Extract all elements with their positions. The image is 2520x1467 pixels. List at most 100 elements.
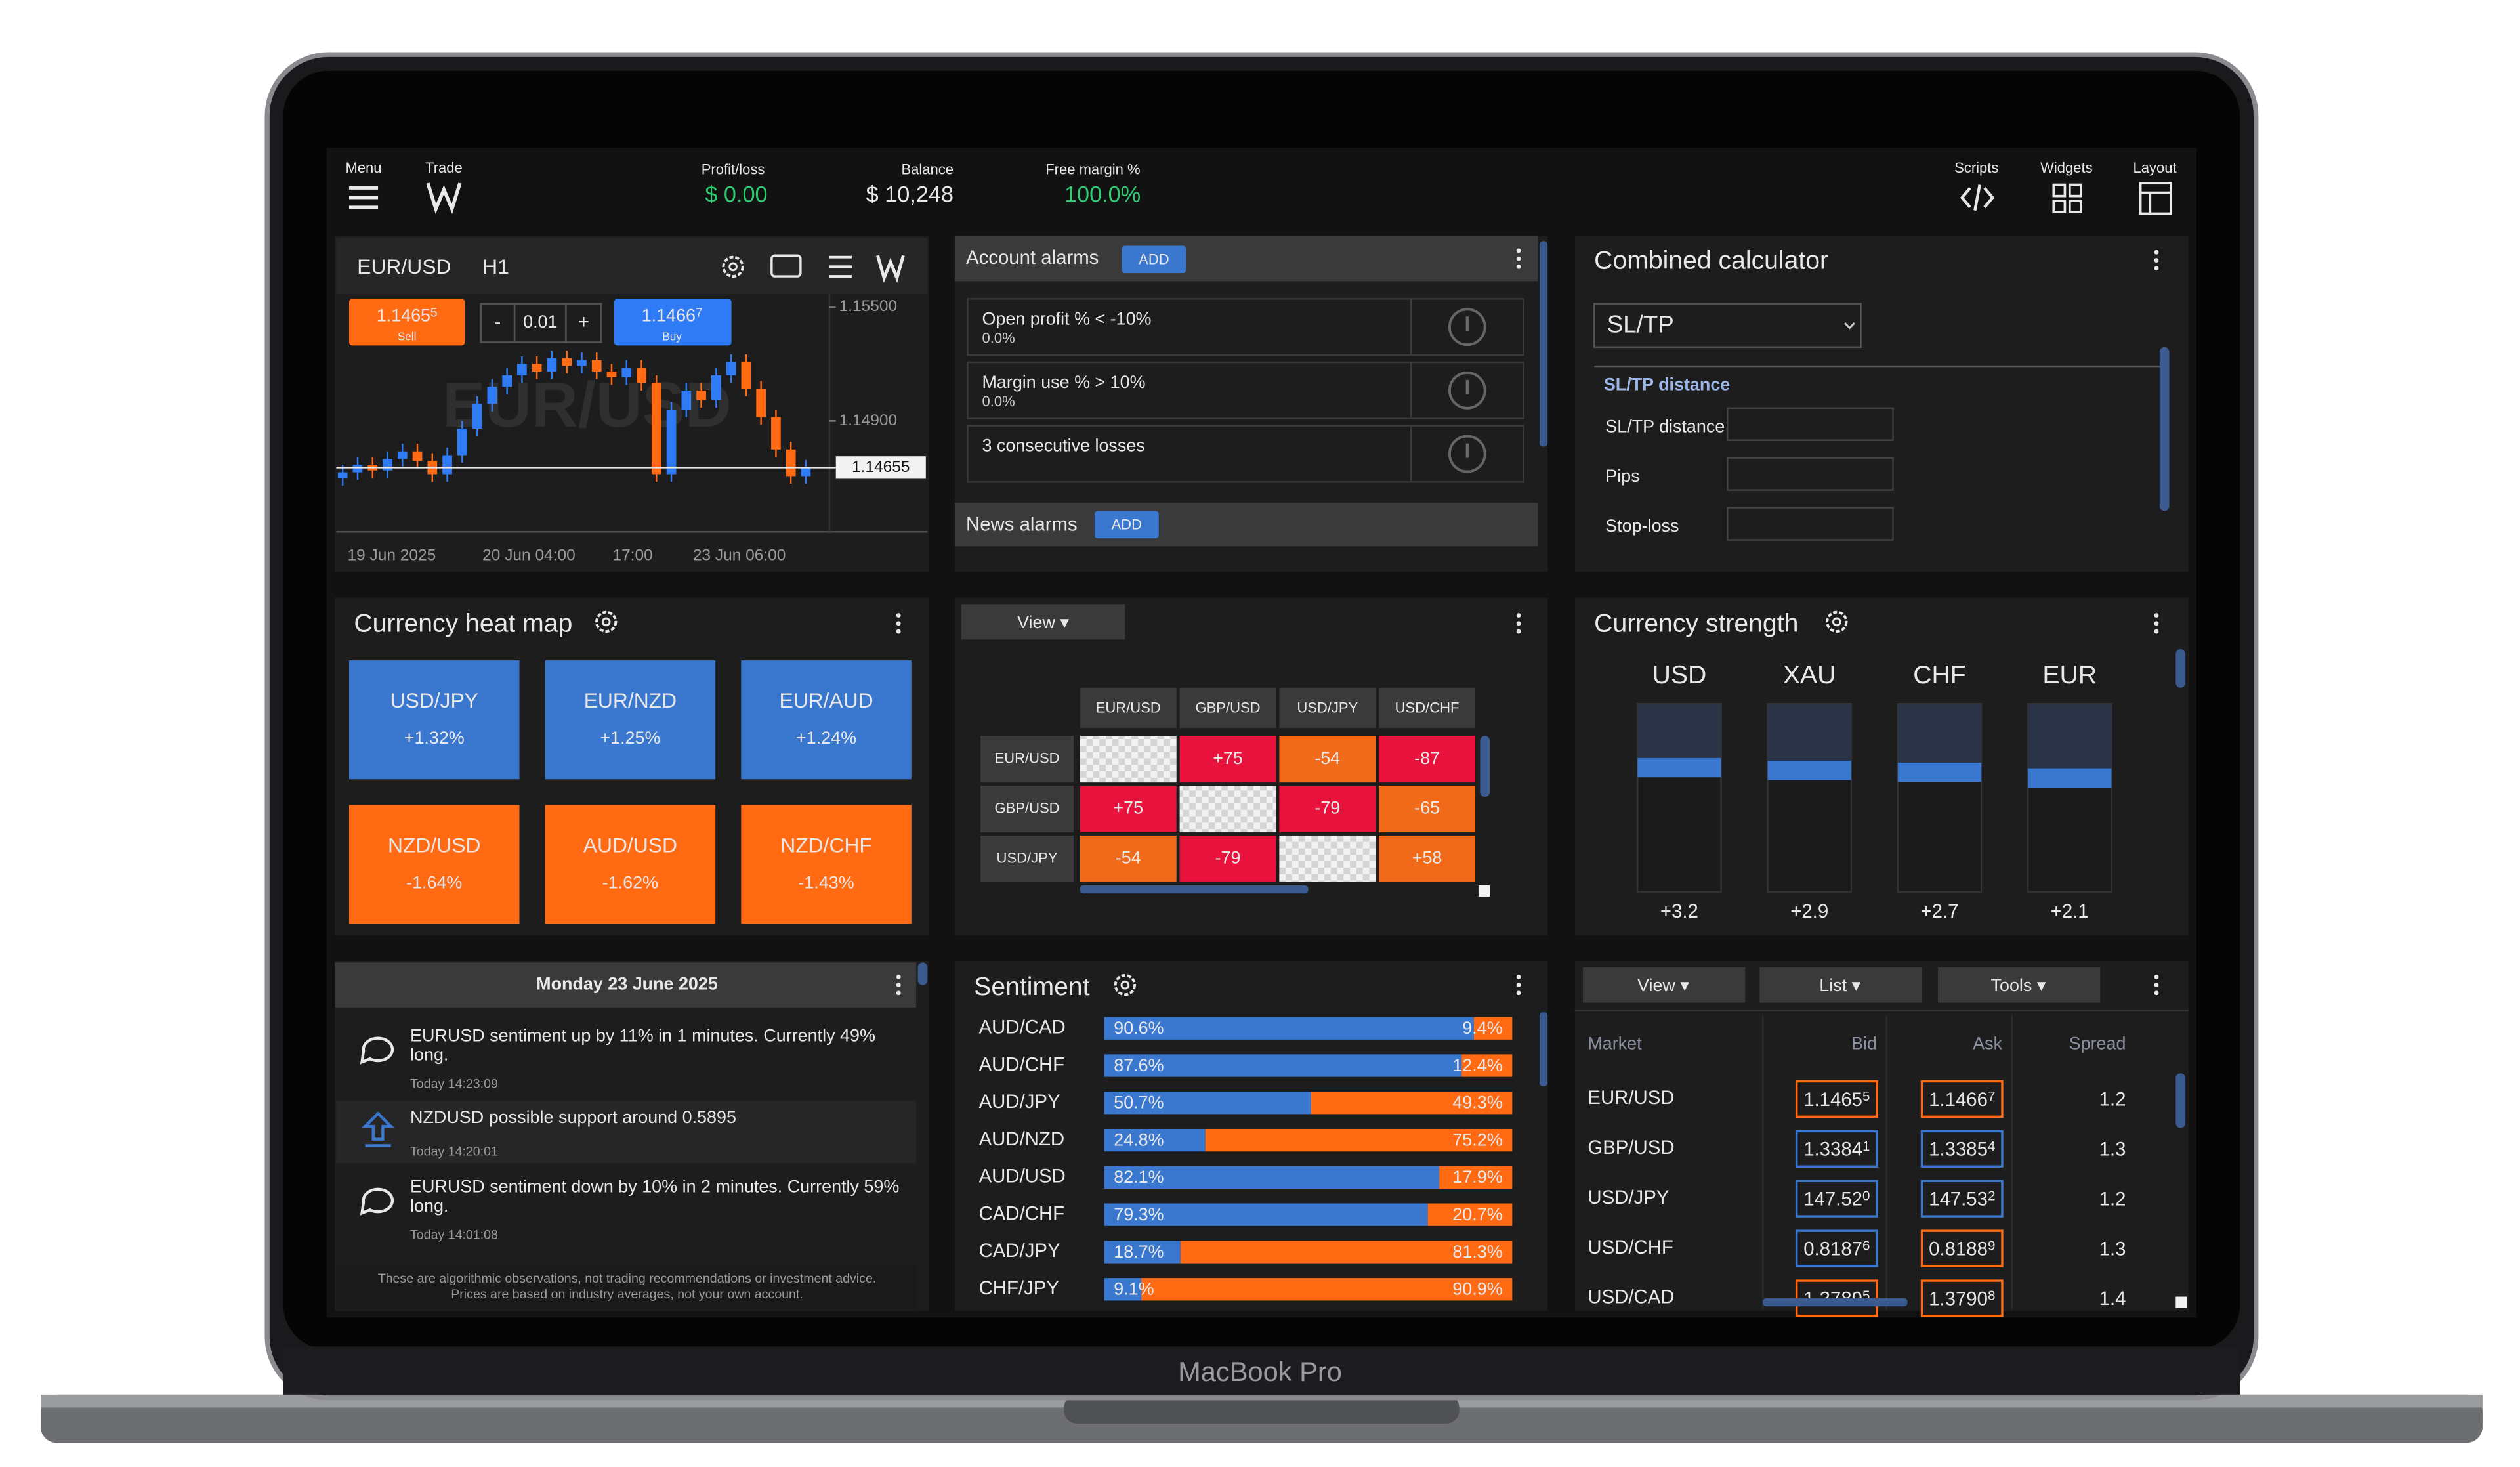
long-bar xyxy=(1104,1054,1462,1077)
column-header xyxy=(1179,687,1276,728)
heat-tile[interactable] xyxy=(348,660,520,780)
candle-body xyxy=(591,360,602,372)
view-button[interactable] xyxy=(1583,967,1746,1003)
correlation-cell xyxy=(1080,835,1177,882)
margin-label: Free margin % xyxy=(1045,161,1140,177)
row-label: EUR/USD xyxy=(994,750,1059,766)
candle-body xyxy=(562,358,572,366)
tools-button[interactable] xyxy=(1938,967,2101,1003)
long-bar xyxy=(1104,1166,1440,1189)
widgets-label: Widgets xyxy=(2040,159,2093,176)
field-input[interactable] xyxy=(1727,457,1894,491)
correlation-cell xyxy=(1279,835,1376,882)
short-bar xyxy=(1427,1203,1513,1226)
menu-dot xyxy=(896,613,901,618)
news-text: NZDUSD possible support around 0.5895 xyxy=(410,1109,736,1128)
candle-body xyxy=(696,391,706,400)
menu-dot xyxy=(2154,249,2159,255)
ask-box[interactable] xyxy=(1920,1229,2004,1267)
app: Menu Trade Profit/loss $ 0.00 Balance $ 10,24… xyxy=(334,159,2189,1317)
lot-plus: + xyxy=(578,311,589,333)
menu-dot xyxy=(2154,613,2159,618)
bid-box[interactable] xyxy=(1795,1080,1878,1118)
strength-value: +3.2 xyxy=(1660,901,1698,922)
price-main: 1.3790 xyxy=(1929,1288,1988,1309)
menu-dot xyxy=(1516,990,1521,996)
price-tick-label: 1.14900 xyxy=(839,412,897,429)
field-input[interactable] xyxy=(1727,407,1894,441)
menu-dot xyxy=(1516,983,1521,988)
laptop-notch xyxy=(1064,1394,1460,1424)
candle-body xyxy=(801,467,811,477)
alarm-label: Margin use % > 10% xyxy=(982,372,1146,392)
short-label: 17.9% xyxy=(1452,1167,1502,1187)
heat-tile[interactable] xyxy=(741,660,912,780)
strength-marker xyxy=(1897,763,1982,782)
price-pip: 6 xyxy=(1862,1239,1870,1254)
short-bar xyxy=(1473,1017,1513,1040)
news-alarms-header xyxy=(954,503,1538,547)
layout-icon xyxy=(2139,182,2172,215)
view-button[interactable] xyxy=(961,604,1125,640)
correlation-cell xyxy=(1080,736,1177,783)
field-input[interactable] xyxy=(1727,507,1894,541)
heatmap-title: Currency heat map xyxy=(354,610,572,638)
buy-button[interactable] xyxy=(614,299,732,346)
news-text-box: NZDUSD possible support around 0.5895 xyxy=(410,1109,736,1128)
short-label: 49.3% xyxy=(1452,1093,1502,1113)
news-text-box: EURUSD sentiment up by 11% in 1 minutes.… xyxy=(410,1027,875,1065)
correlation-cell xyxy=(1379,786,1476,833)
candle-body xyxy=(681,391,692,410)
price-main: 147.52 xyxy=(1803,1188,1862,1210)
sentiment-pair: AUD/CHF xyxy=(979,1053,1064,1075)
disclaimer-area xyxy=(336,1264,917,1310)
price-main: 1.1466 xyxy=(642,305,696,325)
heat-tile[interactable] xyxy=(545,660,716,780)
correlation-value: -87 xyxy=(1414,748,1440,768)
long-label: 50.7% xyxy=(1114,1093,1164,1113)
add-label: ADD xyxy=(1112,516,1142,532)
bid-box[interactable] xyxy=(1795,1229,1878,1267)
tools-label: Tools ▾ xyxy=(1991,975,2046,995)
long-bar xyxy=(1104,1278,1142,1301)
currency-label: XAU xyxy=(1783,661,1836,689)
add-button[interactable] xyxy=(1094,511,1159,539)
long-bar xyxy=(1104,1092,1311,1115)
candle-body xyxy=(621,368,632,377)
mode-select[interactable] xyxy=(1593,303,1862,348)
select-chevron xyxy=(1844,322,1855,330)
bid-price: 0.81876 xyxy=(1803,1238,1870,1260)
ask-box[interactable] xyxy=(1920,1279,2004,1317)
price-main: 1.1466 xyxy=(1929,1089,1988,1111)
ask-box[interactable] xyxy=(1920,1080,2004,1118)
currency-label: USD xyxy=(1652,661,1707,689)
candle-body xyxy=(502,375,512,387)
heat-tile[interactable] xyxy=(348,805,520,924)
bid-box[interactable] xyxy=(1795,1180,1878,1218)
strength-value: +2.7 xyxy=(1921,901,1959,922)
lot-plus-button[interactable] xyxy=(565,303,602,343)
add-button[interactable] xyxy=(1122,245,1186,274)
panel xyxy=(1574,960,2189,1311)
candle-body xyxy=(741,362,751,389)
candle-body xyxy=(771,417,781,450)
sentiment-pair: CHF/JPY xyxy=(979,1277,1059,1299)
heat-tile[interactable] xyxy=(741,805,912,924)
alarm-value: 0.0% xyxy=(982,330,1015,346)
candle-body xyxy=(786,449,796,477)
market-name: USD/JPY xyxy=(1587,1187,1669,1208)
sell-button[interactable] xyxy=(348,299,465,346)
ask-box[interactable] xyxy=(1920,1130,2004,1168)
list-button[interactable] xyxy=(1759,967,1922,1003)
column-label: GBP/USD xyxy=(1195,699,1260,715)
news-bubble-icon xyxy=(360,1036,394,1065)
trade-label: Trade xyxy=(425,159,463,176)
alarm-item xyxy=(967,425,1524,483)
ask-box[interactable] xyxy=(1920,1180,2004,1218)
heat-tile[interactable] xyxy=(545,805,716,924)
bid-box[interactable] xyxy=(1795,1130,1878,1168)
disclaimer: These are algorithmic observations, not … xyxy=(378,1271,877,1286)
long-label: 87.6% xyxy=(1114,1055,1164,1075)
spread: 1.4 xyxy=(2099,1288,2126,1309)
